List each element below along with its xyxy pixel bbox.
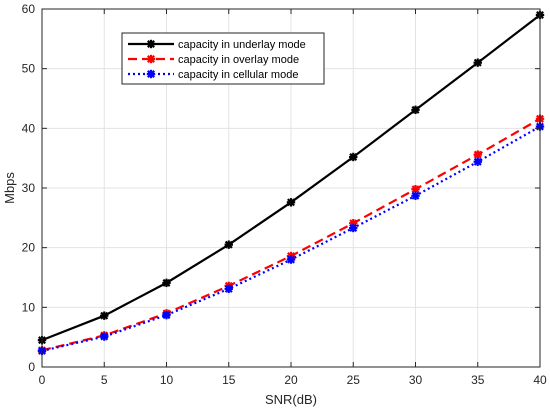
marker-stroke xyxy=(411,185,420,194)
marker-stroke xyxy=(147,70,155,78)
legend-entry-label: capacity in cellular mode xyxy=(178,69,298,81)
marker-stroke xyxy=(147,55,155,63)
y-tick-label: 20 xyxy=(22,241,36,255)
marker-stroke xyxy=(349,223,358,232)
data-point-marker xyxy=(100,332,109,341)
x-tick-label: 35 xyxy=(471,373,485,387)
marker-stroke xyxy=(473,150,482,159)
data-point-marker xyxy=(286,255,296,264)
x-axis-label: SNR(dB) xyxy=(265,392,317,407)
y-tick-label: 50 xyxy=(22,62,36,76)
x-axis-ticks: 0 5 10 15 20 25 30 35 40 xyxy=(39,9,547,387)
marker-stroke xyxy=(100,332,109,341)
marker-stroke xyxy=(473,58,482,67)
data-point-marker xyxy=(286,198,296,207)
legend-box xyxy=(121,32,325,85)
data-point-marker xyxy=(162,310,171,320)
x-tick-label: 5 xyxy=(101,373,108,387)
legend-entry-label: capacity in overlay mode xyxy=(178,54,299,66)
x-tick-label: 25 xyxy=(347,373,361,387)
data-point-marker xyxy=(146,39,156,49)
series-1 xyxy=(37,10,545,345)
marker-stroke xyxy=(162,278,171,287)
data-point-marker xyxy=(349,223,358,233)
y-tick-label: 30 xyxy=(22,181,36,195)
x-tick-label: 20 xyxy=(284,373,298,387)
data-point-marker xyxy=(146,54,156,64)
marker-stroke xyxy=(224,240,233,249)
y-tick-label: 10 xyxy=(22,300,36,314)
x-tick-label: 40 xyxy=(533,373,547,387)
x-tick-label: 15 xyxy=(222,373,236,387)
data-point-marker xyxy=(473,58,482,67)
x-tick-label: 10 xyxy=(160,373,174,387)
x-tick-label: 0 xyxy=(39,373,46,387)
data-point-marker xyxy=(146,69,156,79)
y-tick-label: 0 xyxy=(28,360,35,374)
marker-stroke xyxy=(147,40,155,48)
data-point-marker xyxy=(100,311,109,320)
y-tick-label: 60 xyxy=(22,2,36,16)
legend-entry-label: capacity in underlay mode xyxy=(178,39,306,51)
data-point-marker xyxy=(349,152,358,162)
marker-stroke xyxy=(100,311,109,320)
data-point-marker xyxy=(224,284,233,294)
x-tick-label: 30 xyxy=(409,373,423,387)
marker-stroke xyxy=(411,191,420,200)
marker-stroke xyxy=(473,157,482,166)
data-point-marker xyxy=(411,105,420,115)
data-point-marker xyxy=(224,240,233,249)
data-point-marker xyxy=(473,150,482,159)
data-point-marker xyxy=(473,157,482,166)
y-axis-label: Mbps xyxy=(2,172,17,204)
marker-stroke xyxy=(287,255,295,264)
marker-stroke xyxy=(349,152,358,161)
marker-stroke xyxy=(162,311,171,320)
data-point-marker xyxy=(411,191,420,200)
y-axis-ticks: 0 10 20 30 40 50 60 xyxy=(22,2,540,374)
series-layer xyxy=(37,10,545,356)
marker-stroke xyxy=(411,105,420,114)
marker-stroke xyxy=(224,284,233,293)
y-tick-label: 40 xyxy=(22,121,36,135)
data-point-marker xyxy=(162,278,171,288)
marker-stroke xyxy=(287,198,295,207)
legend: capacity in underlay mode capacity in ove… xyxy=(121,32,325,85)
